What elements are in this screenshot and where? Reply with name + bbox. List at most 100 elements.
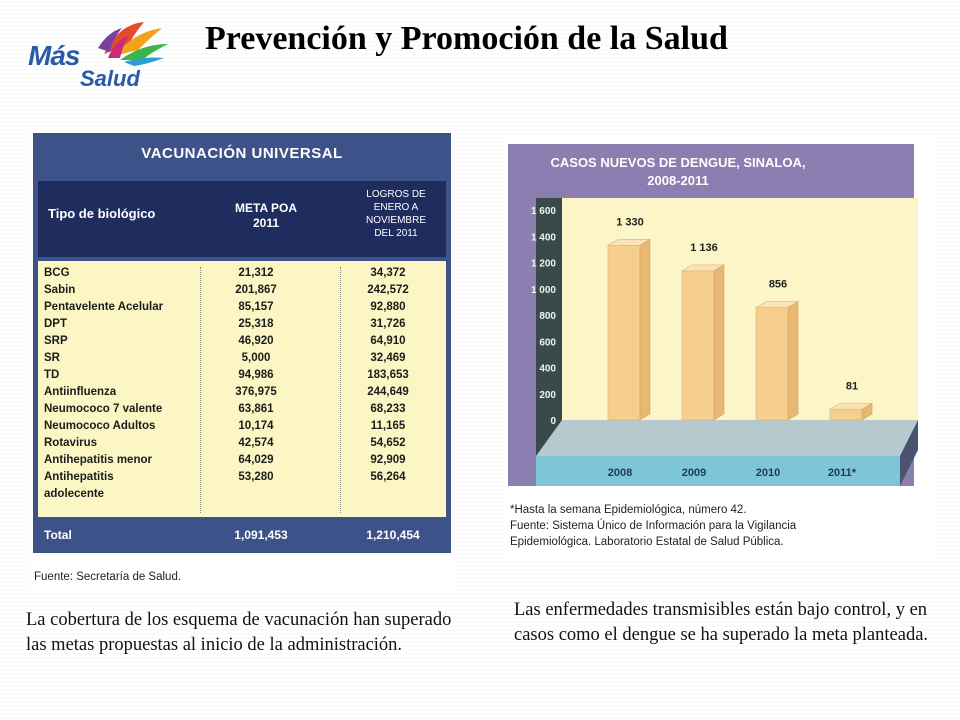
table-row: Antihepatitis 53,280 56,264 bbox=[38, 471, 446, 487]
table-row: SR 5,000 32,469 bbox=[38, 352, 446, 368]
bird-logo-icon bbox=[98, 22, 168, 66]
table-row: TD 94,986 183,653 bbox=[38, 369, 446, 385]
bar-value-label: 1 330 bbox=[616, 216, 644, 228]
row-name: adolecente bbox=[44, 488, 105, 500]
row-meta: 10,174 bbox=[238, 420, 274, 432]
column-header-meta: META POA 2011 bbox=[235, 201, 297, 230]
bar-value-label: 81 bbox=[846, 380, 858, 392]
dengue-chart-title: CASOS NUEVOS DE DENGUE, SINALOA, 2008-20… bbox=[508, 154, 848, 190]
row-meta: 376,975 bbox=[235, 386, 277, 398]
table-row: Pentavelente Acelular 85,157 92,880 bbox=[38, 301, 446, 317]
row-logros: 11,165 bbox=[370, 420, 406, 432]
table-row: Antiinfluenza 376,975 244,649 bbox=[38, 386, 446, 402]
row-meta: 64,029 bbox=[238, 454, 274, 466]
row-name: Neumococo 7 valente bbox=[44, 403, 163, 415]
x-axis-labels: 2008 2009 2010 2011* bbox=[608, 467, 857, 479]
y-tick-label: 200 bbox=[539, 390, 556, 401]
page-title: Prevención y Promoción de la Salud bbox=[205, 20, 728, 57]
row-meta: 201,867 bbox=[235, 284, 277, 296]
row-meta: 25,318 bbox=[238, 318, 274, 330]
bar-side bbox=[639, 238, 651, 421]
y-tick-label: 1 400 bbox=[531, 232, 556, 243]
vaccination-table-body: BCG 21,312 34,372 Sabin 201,867 242,572 … bbox=[38, 261, 446, 517]
bar-front bbox=[829, 409, 863, 421]
bar-front bbox=[755, 307, 789, 421]
table-row: Rotavirus 42,574 54,652 bbox=[38, 437, 446, 453]
row-name: DPT bbox=[44, 318, 67, 330]
table-row: adolecente bbox=[38, 488, 446, 504]
row-logros: 242,572 bbox=[367, 284, 409, 296]
row-meta: 46,920 bbox=[238, 335, 274, 347]
row-name: SR bbox=[44, 352, 60, 364]
column-header-logros: LOGROS DE ENERO A NOVIEMBRE DEL 2011 bbox=[365, 189, 426, 239]
table-row: Neumococo Adultos 10,174 11,165 bbox=[38, 420, 446, 436]
row-meta: 42,574 bbox=[238, 437, 274, 449]
bar-2009: 1 136 bbox=[680, 242, 726, 421]
row-name: Antihepatitis menor bbox=[44, 454, 152, 466]
row-name: Sabin bbox=[44, 284, 76, 296]
dengue-summary-text: Las enfermedades transmisibles están baj… bbox=[514, 600, 929, 645]
bar-front bbox=[607, 245, 641, 421]
y-axis-ticks: 1 600 1 400 1 200 1 000 800 600 400 200 0 bbox=[531, 206, 556, 427]
row-logros: 31,726 bbox=[370, 318, 406, 330]
row-logros: 68,233 bbox=[370, 403, 406, 415]
vaccination-summary-text: La cobertura de los esquema de vacunació… bbox=[26, 610, 452, 655]
row-name: Antiinfluenza bbox=[44, 386, 117, 398]
vaccination-table-frame: VACUNACIÓN UNIVERSAL Tipo de biológico M… bbox=[33, 133, 451, 553]
row-logros: 32,469 bbox=[370, 352, 406, 364]
column-divider bbox=[340, 267, 342, 513]
column-header-tipo: Tipo de biológico bbox=[48, 206, 156, 221]
x-tick-label: 2009 bbox=[682, 467, 706, 479]
row-logros: 92,880 bbox=[370, 301, 406, 313]
row-name: BCG bbox=[44, 267, 70, 279]
row-logros: 244,649 bbox=[367, 386, 409, 398]
chart-note: *Hasta la semana Epidemiológica, número … bbox=[510, 504, 747, 516]
x-tick-label: 2010 bbox=[756, 467, 780, 479]
logo-text-mas: Más bbox=[28, 40, 80, 71]
vaccination-table-title: VACUNACIÓN UNIVERSAL bbox=[141, 145, 343, 162]
bar-2010: 856 bbox=[754, 279, 800, 421]
table-row: Antihepatitis menor 64,029 92,909 bbox=[38, 454, 446, 470]
row-name: Antihepatitis bbox=[44, 471, 114, 483]
row-logros: 92,909 bbox=[370, 454, 406, 466]
bar-side bbox=[713, 264, 725, 421]
y-tick-label: 1 000 bbox=[531, 285, 556, 296]
logo-text-salud: Salud bbox=[80, 66, 140, 91]
row-logros: 56,264 bbox=[370, 471, 406, 483]
chart-floor bbox=[536, 420, 918, 456]
bars-group: 1 330 1 136 856 81 bbox=[606, 216, 874, 421]
mas-salud-logo: Más Salud bbox=[22, 14, 172, 100]
row-name: SRP bbox=[44, 335, 68, 347]
dengue-chart: CASOS NUEVOS DE DENGUE, SINALOA, 2008-20… bbox=[504, 138, 936, 558]
row-meta: 94,986 bbox=[238, 369, 274, 381]
table-row: Neumococo 7 valente 63,861 68,233 bbox=[38, 403, 446, 419]
y-axis-band bbox=[536, 198, 562, 456]
total-label: Total bbox=[44, 528, 72, 542]
bar-side bbox=[861, 402, 873, 421]
x-tick-label: 2008 bbox=[608, 467, 632, 479]
vaccination-total-row: Total 1,091,453 1,210,454 bbox=[38, 521, 446, 549]
x-axis-band bbox=[536, 456, 900, 486]
bar-2011*: 81 bbox=[828, 380, 874, 421]
bar-value-label: 856 bbox=[769, 279, 787, 291]
chart-title-line2: 2008-2011 bbox=[647, 173, 709, 188]
bar-front bbox=[681, 270, 715, 421]
row-name: Neumococo Adultos bbox=[44, 420, 156, 432]
row-meta: 21,312 bbox=[238, 267, 274, 279]
table-row: SRP 46,920 64,910 bbox=[38, 335, 446, 351]
bar-2008: 1 330 bbox=[606, 216, 652, 421]
table-row: Sabin 201,867 242,572 bbox=[38, 284, 446, 300]
y-tick-label: 0 bbox=[550, 416, 556, 427]
row-meta: 53,280 bbox=[238, 471, 274, 483]
row-logros: 64,910 bbox=[370, 335, 406, 347]
vaccination-table: VACUNACIÓN UNIVERSAL Tipo de biológico M… bbox=[28, 128, 456, 592]
row-logros: 54,652 bbox=[370, 437, 406, 449]
chart-note: Fuente: Sistema Único de Información par… bbox=[510, 520, 797, 532]
total-meta: 1,091,453 bbox=[234, 528, 288, 542]
table-row: DPT 25,318 31,726 bbox=[38, 318, 446, 334]
y-tick-label: 1 200 bbox=[531, 259, 556, 270]
row-logros: 34,372 bbox=[370, 267, 406, 279]
y-tick-label: 600 bbox=[539, 337, 556, 348]
vaccination-source: Fuente: Secretaría de Salud. bbox=[34, 571, 182, 583]
chart-note: Epidemiológica. Laboratorio Estatal de S… bbox=[510, 536, 784, 548]
